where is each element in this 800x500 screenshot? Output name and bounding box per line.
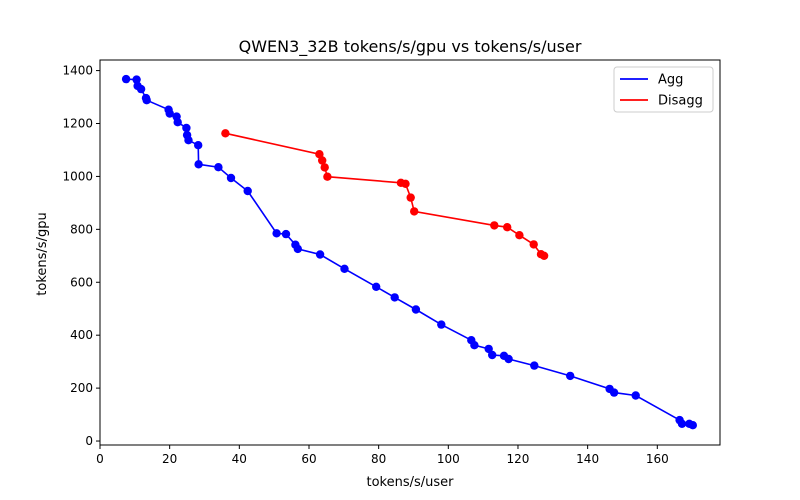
x-tick-label: 60 <box>301 452 316 466</box>
y-tick-label: 200 <box>70 381 93 395</box>
data-point-disagg <box>318 156 327 165</box>
x-tick-label: 100 <box>437 452 460 466</box>
plot-area <box>121 74 697 430</box>
data-point-agg <box>484 344 493 354</box>
data-point-agg <box>173 118 182 127</box>
data-point-agg <box>165 109 174 118</box>
x-tick-label: 80 <box>371 452 386 466</box>
data-point-agg <box>136 84 146 94</box>
data-point-disagg <box>410 207 419 216</box>
y-axis-label: tokens/s/gpu <box>35 212 50 295</box>
y-tick-label: 400 <box>70 328 93 342</box>
data-point-agg <box>566 371 575 381</box>
series-agg <box>121 74 697 430</box>
data-point-agg <box>132 75 141 84</box>
data-point-agg <box>194 160 203 169</box>
y-tick-label: 600 <box>70 275 93 289</box>
data-point-agg <box>688 421 697 430</box>
data-point-agg <box>272 229 281 238</box>
y-tick-label: 0 <box>85 434 93 448</box>
data-point-disagg <box>221 129 230 138</box>
data-point-disagg <box>529 240 538 249</box>
data-point-agg <box>390 293 399 302</box>
data-point-agg <box>142 96 151 105</box>
data-point-agg <box>182 123 191 133</box>
axes-frame <box>99 59 721 446</box>
data-point-agg <box>437 320 446 329</box>
data-point-agg <box>530 361 539 370</box>
x-tick-label: 160 <box>646 452 669 466</box>
data-point-agg <box>281 229 291 239</box>
x-tick-label: 40 <box>232 452 247 466</box>
x-axis-label: tokens/s/user <box>366 475 454 490</box>
y-tick-label: 1200 <box>62 117 93 131</box>
x-tick-label: 120 <box>507 452 530 466</box>
y-tick-label: 1400 <box>62 64 93 78</box>
data-point-agg <box>470 341 479 350</box>
y-axis: 0 200 400 600 800 1000 1200 1400 <box>62 64 100 448</box>
x-tick-label: 20 <box>162 452 177 466</box>
series-disagg <box>221 129 549 260</box>
x-tick-label: 0 <box>96 452 104 466</box>
data-point-disagg <box>315 150 324 159</box>
data-point-agg <box>677 419 687 428</box>
data-point-disagg <box>503 223 512 232</box>
data-point-agg <box>411 305 421 314</box>
data-point-disagg <box>406 193 415 202</box>
legend-label-agg: Agg <box>658 73 683 88</box>
data-point-disagg <box>323 172 332 181</box>
chart-title: QWEN3_32B tokens/s/gpu vs tokens/s/user <box>239 37 582 57</box>
data-point-agg <box>631 391 640 400</box>
data-point-disagg <box>401 179 410 188</box>
data-point-disagg <box>515 231 524 240</box>
data-point-disagg <box>539 251 549 260</box>
y-tick-label: 1000 <box>62 169 93 183</box>
data-point-agg <box>372 282 381 291</box>
legend: Agg Disagg <box>613 66 714 113</box>
data-point-agg <box>293 244 302 254</box>
x-axis: 0 20 40 60 80 100 120 140 160 <box>96 445 669 466</box>
data-point-disagg <box>490 221 499 230</box>
y-tick-label: 800 <box>70 222 93 236</box>
data-point-agg <box>184 136 193 145</box>
data-point-agg <box>243 186 252 196</box>
data-point-disagg <box>320 163 329 172</box>
data-point-agg <box>609 388 619 397</box>
data-point-agg <box>488 350 497 360</box>
data-point-agg <box>226 173 236 183</box>
data-point-agg <box>315 250 325 259</box>
data-point-agg <box>214 163 223 172</box>
x-tick-label: 140 <box>576 452 599 466</box>
data-point-agg <box>121 74 131 84</box>
data-point-agg <box>340 264 349 273</box>
legend-label-disagg: Disagg <box>658 94 703 109</box>
data-point-agg <box>504 354 513 364</box>
data-point-agg <box>194 141 203 150</box>
